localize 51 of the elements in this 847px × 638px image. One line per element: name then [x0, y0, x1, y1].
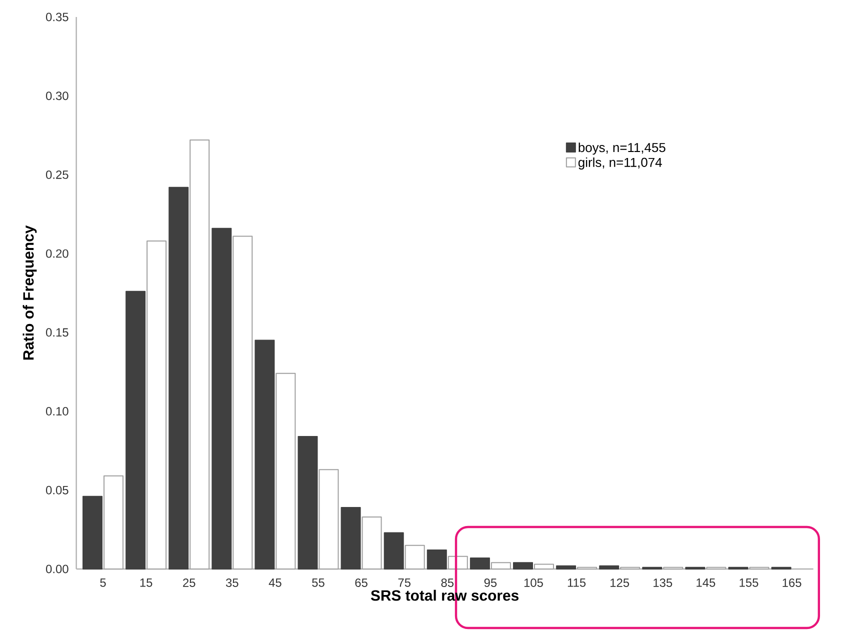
bar: [168, 186, 189, 570]
x-tick-label: 35: [226, 578, 238, 587]
x-tick-label: 55: [312, 578, 324, 587]
x-tick-label: 85: [441, 578, 454, 587]
x-tick-label: 15: [140, 578, 152, 587]
bar: [426, 550, 447, 570]
x-tick-label: 145: [696, 578, 716, 587]
legend-label: boys, n=11,455: [578, 142, 666, 155]
y-tick-label: 0.35: [46, 12, 68, 22]
y-tick-label: 0.00: [46, 564, 68, 574]
bar: [212, 228, 232, 570]
bar: [146, 240, 167, 570]
x-tick-label: 65: [355, 578, 368, 587]
x-tick-label: 125: [610, 578, 630, 587]
bar: [126, 290, 146, 570]
bar: [298, 436, 318, 570]
bar: [104, 475, 124, 570]
x-tick-label: 45: [268, 578, 282, 587]
x-tick-label: 135: [654, 578, 672, 587]
x-tick-label: 105: [524, 578, 543, 587]
y-tick-label: 0.20: [46, 249, 68, 258]
x-tick-label: 5: [100, 578, 106, 587]
bar: [254, 340, 275, 570]
legend-label: girls, n=11,074: [578, 157, 662, 170]
y-tick-label: 0.30: [46, 92, 68, 100]
bar: [232, 236, 253, 570]
bar: [82, 496, 103, 570]
bar: [534, 564, 554, 570]
x-tick-label: 155: [740, 578, 758, 587]
bar: [470, 557, 490, 570]
bar: [599, 565, 620, 570]
bar: [340, 506, 361, 570]
x-tick-label: 95: [484, 578, 497, 587]
y-tick-label: 0.05: [46, 486, 68, 494]
x-tick-label: 115: [568, 578, 586, 587]
y-axis-title: Ratio of Frequency: [22, 225, 37, 360]
x-tick-label: 75: [398, 578, 410, 587]
y-tick-label: 0.25: [46, 170, 68, 179]
bar: [190, 140, 210, 570]
y-tick-label: 0.15: [46, 328, 68, 337]
bar: [318, 469, 339, 570]
bar: [556, 565, 576, 570]
bar: [384, 532, 404, 570]
y-tick-label: 0.10: [46, 407, 68, 416]
bar: [276, 372, 296, 570]
bar: [362, 516, 382, 570]
bar: [404, 544, 425, 570]
bar: [513, 562, 534, 570]
bar: [490, 562, 511, 570]
x-tick-label: 165: [782, 578, 802, 587]
x-tick-label: 25: [183, 578, 196, 587]
